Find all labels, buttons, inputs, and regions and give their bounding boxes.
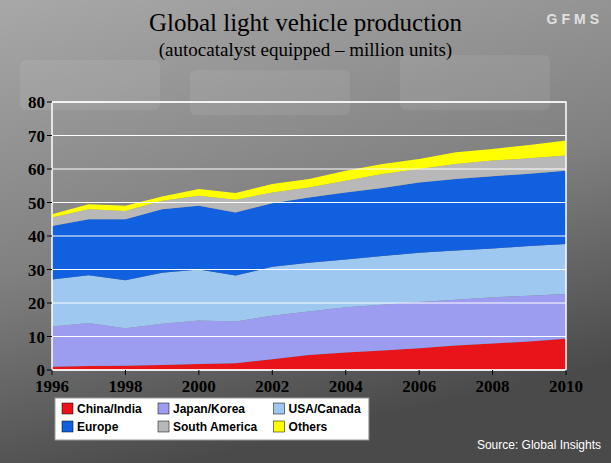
x-tick-label: 2000 xyxy=(182,377,216,396)
legend-label: China/India xyxy=(77,402,142,416)
y-tick xyxy=(47,303,52,304)
legend-swatch xyxy=(274,421,285,432)
legend-box xyxy=(55,398,369,440)
legend-swatch xyxy=(62,403,73,414)
x-tick-label: 2008 xyxy=(476,377,510,396)
y-tick-label: 60 xyxy=(28,160,45,179)
legend-item: South America xyxy=(158,420,258,434)
legend-swatch xyxy=(158,421,169,432)
x-tick-label: 2006 xyxy=(402,377,436,396)
legend-item: Japan/Korea xyxy=(158,402,245,416)
chart: Global light vehicle production (autocata… xyxy=(0,0,611,463)
area xyxy=(52,141,566,218)
legend-label: Japan/Korea xyxy=(173,402,245,416)
legend-swatch xyxy=(158,403,169,414)
x-tick xyxy=(492,370,493,375)
x-tick xyxy=(345,370,346,375)
y-tick-label: 30 xyxy=(28,261,45,280)
grid-line xyxy=(52,169,566,170)
grid-line xyxy=(52,336,566,337)
area xyxy=(52,156,566,226)
grid-line xyxy=(52,269,566,270)
y-tick xyxy=(47,169,52,170)
legend-swatch xyxy=(62,421,73,432)
legend-swatch xyxy=(274,403,285,414)
x-tick xyxy=(272,370,273,375)
y-tick-label: 70 xyxy=(28,127,45,146)
x-tick-label: 1996 xyxy=(35,377,69,396)
y-tick-label: 20 xyxy=(28,294,45,313)
x-tick xyxy=(52,370,53,375)
grid-line xyxy=(52,303,566,304)
x-tick-label: 2002 xyxy=(255,377,289,396)
legend-item: Others xyxy=(274,420,328,434)
y-tick xyxy=(47,336,52,337)
decoration xyxy=(190,70,350,115)
y-tick xyxy=(47,202,52,203)
y-tick xyxy=(47,269,52,270)
logo: GFMS xyxy=(547,11,603,27)
x-tick xyxy=(198,370,199,375)
y-tick-label: 40 xyxy=(28,227,45,246)
x-tick-label: 2010 xyxy=(549,377,583,396)
legend: China/India Japan/Korea USA/Canada Europe So… xyxy=(55,398,369,440)
grid-line xyxy=(52,202,566,203)
legend-item: Europe xyxy=(62,420,119,434)
x-tick-label: 2004 xyxy=(329,377,364,396)
y-tick xyxy=(47,236,52,237)
areas xyxy=(52,141,566,370)
y-tick xyxy=(47,370,52,371)
legend-label: Europe xyxy=(77,420,119,434)
background xyxy=(0,0,611,463)
plot-frame xyxy=(52,102,566,370)
legend-item: USA/Canada xyxy=(274,402,361,416)
grid-line xyxy=(52,135,566,136)
x-tick xyxy=(419,370,420,375)
legend-item: China/India xyxy=(62,402,142,416)
subtitle: (autocatalyst equipped – million units) xyxy=(159,39,452,61)
source: Source: Global Insights xyxy=(477,438,601,452)
legend-label: Others xyxy=(289,420,328,434)
x-tick-label: 1998 xyxy=(108,377,142,396)
legend-label: USA/Canada xyxy=(289,402,361,416)
x-tick xyxy=(125,370,126,375)
y-tick-label: 80 xyxy=(28,93,45,112)
y-tick xyxy=(47,102,52,103)
title: Global light vehicle production xyxy=(149,9,463,36)
grid-line xyxy=(52,236,566,237)
x-tick xyxy=(566,370,567,375)
legend-label: South America xyxy=(173,420,258,434)
y-tick-label: 50 xyxy=(28,194,45,213)
y-tick-label: 10 xyxy=(28,328,45,347)
y-tick xyxy=(47,135,52,136)
